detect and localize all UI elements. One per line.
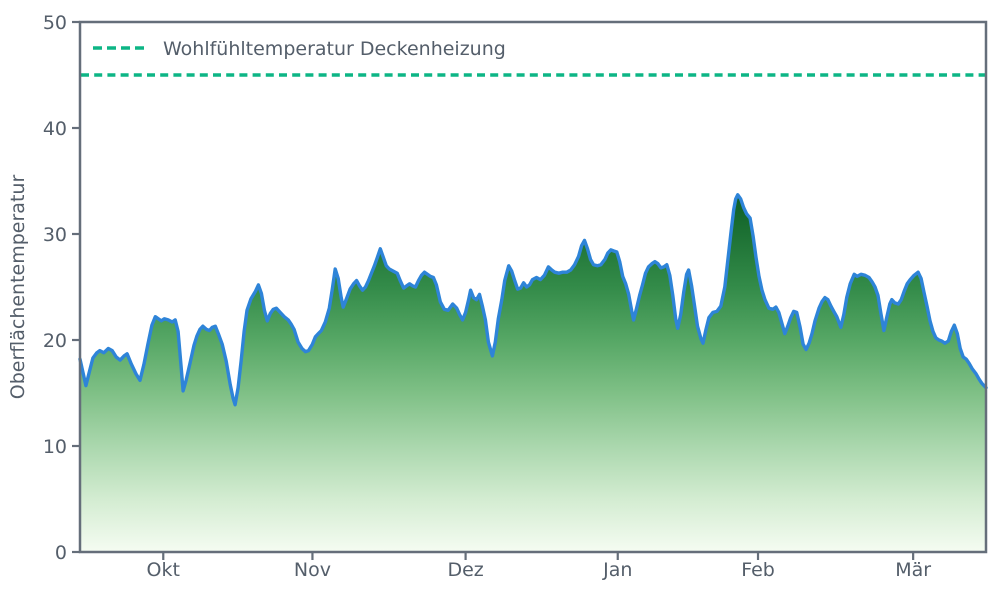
temperature-area-fill [80, 194, 986, 553]
x-tick-label: Dez [447, 559, 483, 581]
y-tick-label: 10 [43, 436, 67, 458]
x-tick-label: Mär [895, 559, 931, 581]
x-tick-label: Nov [294, 559, 331, 581]
x-tick-label: Jan [602, 559, 632, 581]
axis-tick-labels: 0 10 20 30 40 50 Okt Nov Dez Jan Feb Mär [43, 12, 931, 581]
y-tick-label: 40 [43, 118, 67, 140]
y-tick-label: 30 [43, 224, 67, 246]
y-tick-label: 0 [55, 542, 67, 564]
legend-label: Wohlfühltemperatur Deckenheizung [163, 38, 506, 60]
temperature-line [78, 193, 988, 407]
y-axis-label: Oberflächentemperatur [7, 175, 29, 400]
plot-frame [78, 20, 988, 554]
y-tick-label: 20 [43, 330, 67, 352]
y-tick-label: 50 [43, 12, 67, 34]
x-tick-label: Feb [741, 559, 775, 581]
legend: Wohlfühltemperatur Deckenheizung [93, 38, 506, 60]
axis-tick-marks [72, 20, 915, 560]
x-tick-label: Okt [147, 559, 180, 581]
